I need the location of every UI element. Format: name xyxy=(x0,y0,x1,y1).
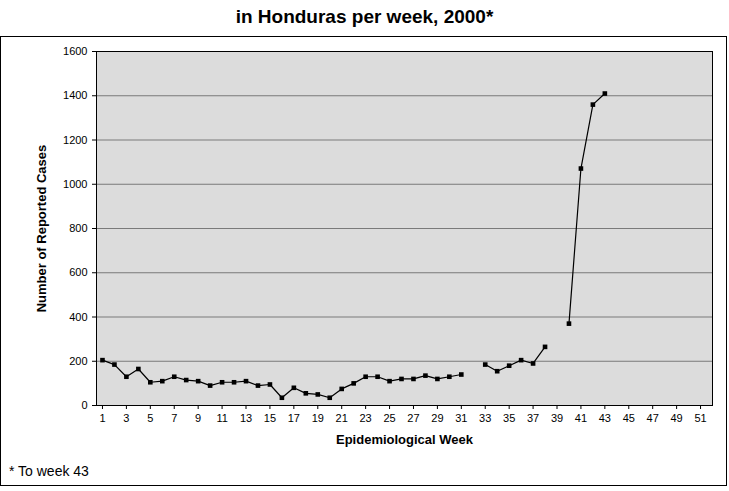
svg-text:1600: 1600 xyxy=(63,45,87,57)
svg-text:49: 49 xyxy=(670,412,682,424)
svg-text:200: 200 xyxy=(69,355,87,367)
svg-text:35: 35 xyxy=(503,412,515,424)
svg-text:47: 47 xyxy=(647,412,659,424)
svg-text:41: 41 xyxy=(575,412,587,424)
html-text:in Honduras per week, 2000*: in Honduras per week, 2000* xyxy=(235,6,494,27)
svg-text:33: 33 xyxy=(479,412,491,424)
svg-text:7: 7 xyxy=(171,412,177,424)
svg-text:11: 11 xyxy=(216,412,227,424)
svg-text:15: 15 xyxy=(264,412,276,424)
svg-text:43: 43 xyxy=(599,412,611,424)
svg-text:1000: 1000 xyxy=(63,178,87,190)
svg-text:31: 31 xyxy=(455,412,467,424)
svg-text:3: 3 xyxy=(123,412,129,424)
svg-text:25: 25 xyxy=(383,412,395,424)
svg-text:45: 45 xyxy=(623,412,635,424)
html-text:* To week 43: * To week 43 xyxy=(9,463,89,479)
svg-text:5: 5 xyxy=(147,412,153,424)
svg-text:Number of Reported Cases: Number of Reported Cases xyxy=(34,145,49,313)
svg-text:Epidemiological Week: Epidemiological Week xyxy=(336,432,474,447)
svg-text:400: 400 xyxy=(69,311,87,323)
svg-text:19: 19 xyxy=(312,412,324,424)
svg-text:23: 23 xyxy=(360,412,372,424)
svg-text:27: 27 xyxy=(407,412,419,424)
svg-text:51: 51 xyxy=(694,412,706,424)
svg-text:0: 0 xyxy=(81,399,87,411)
svg-text:17: 17 xyxy=(288,412,300,424)
svg-text:9: 9 xyxy=(195,412,201,424)
svg-text:21: 21 xyxy=(336,412,348,424)
svg-text:39: 39 xyxy=(551,412,563,424)
svg-text:37: 37 xyxy=(527,412,539,424)
svg-text:1200: 1200 xyxy=(63,134,87,146)
svg-text:600: 600 xyxy=(69,266,87,278)
svg-text:1400: 1400 xyxy=(63,89,87,101)
svg-text:29: 29 xyxy=(431,412,443,424)
svg-text:1: 1 xyxy=(99,412,105,424)
svg-text:13: 13 xyxy=(240,412,252,424)
svg-text:800: 800 xyxy=(69,222,87,234)
